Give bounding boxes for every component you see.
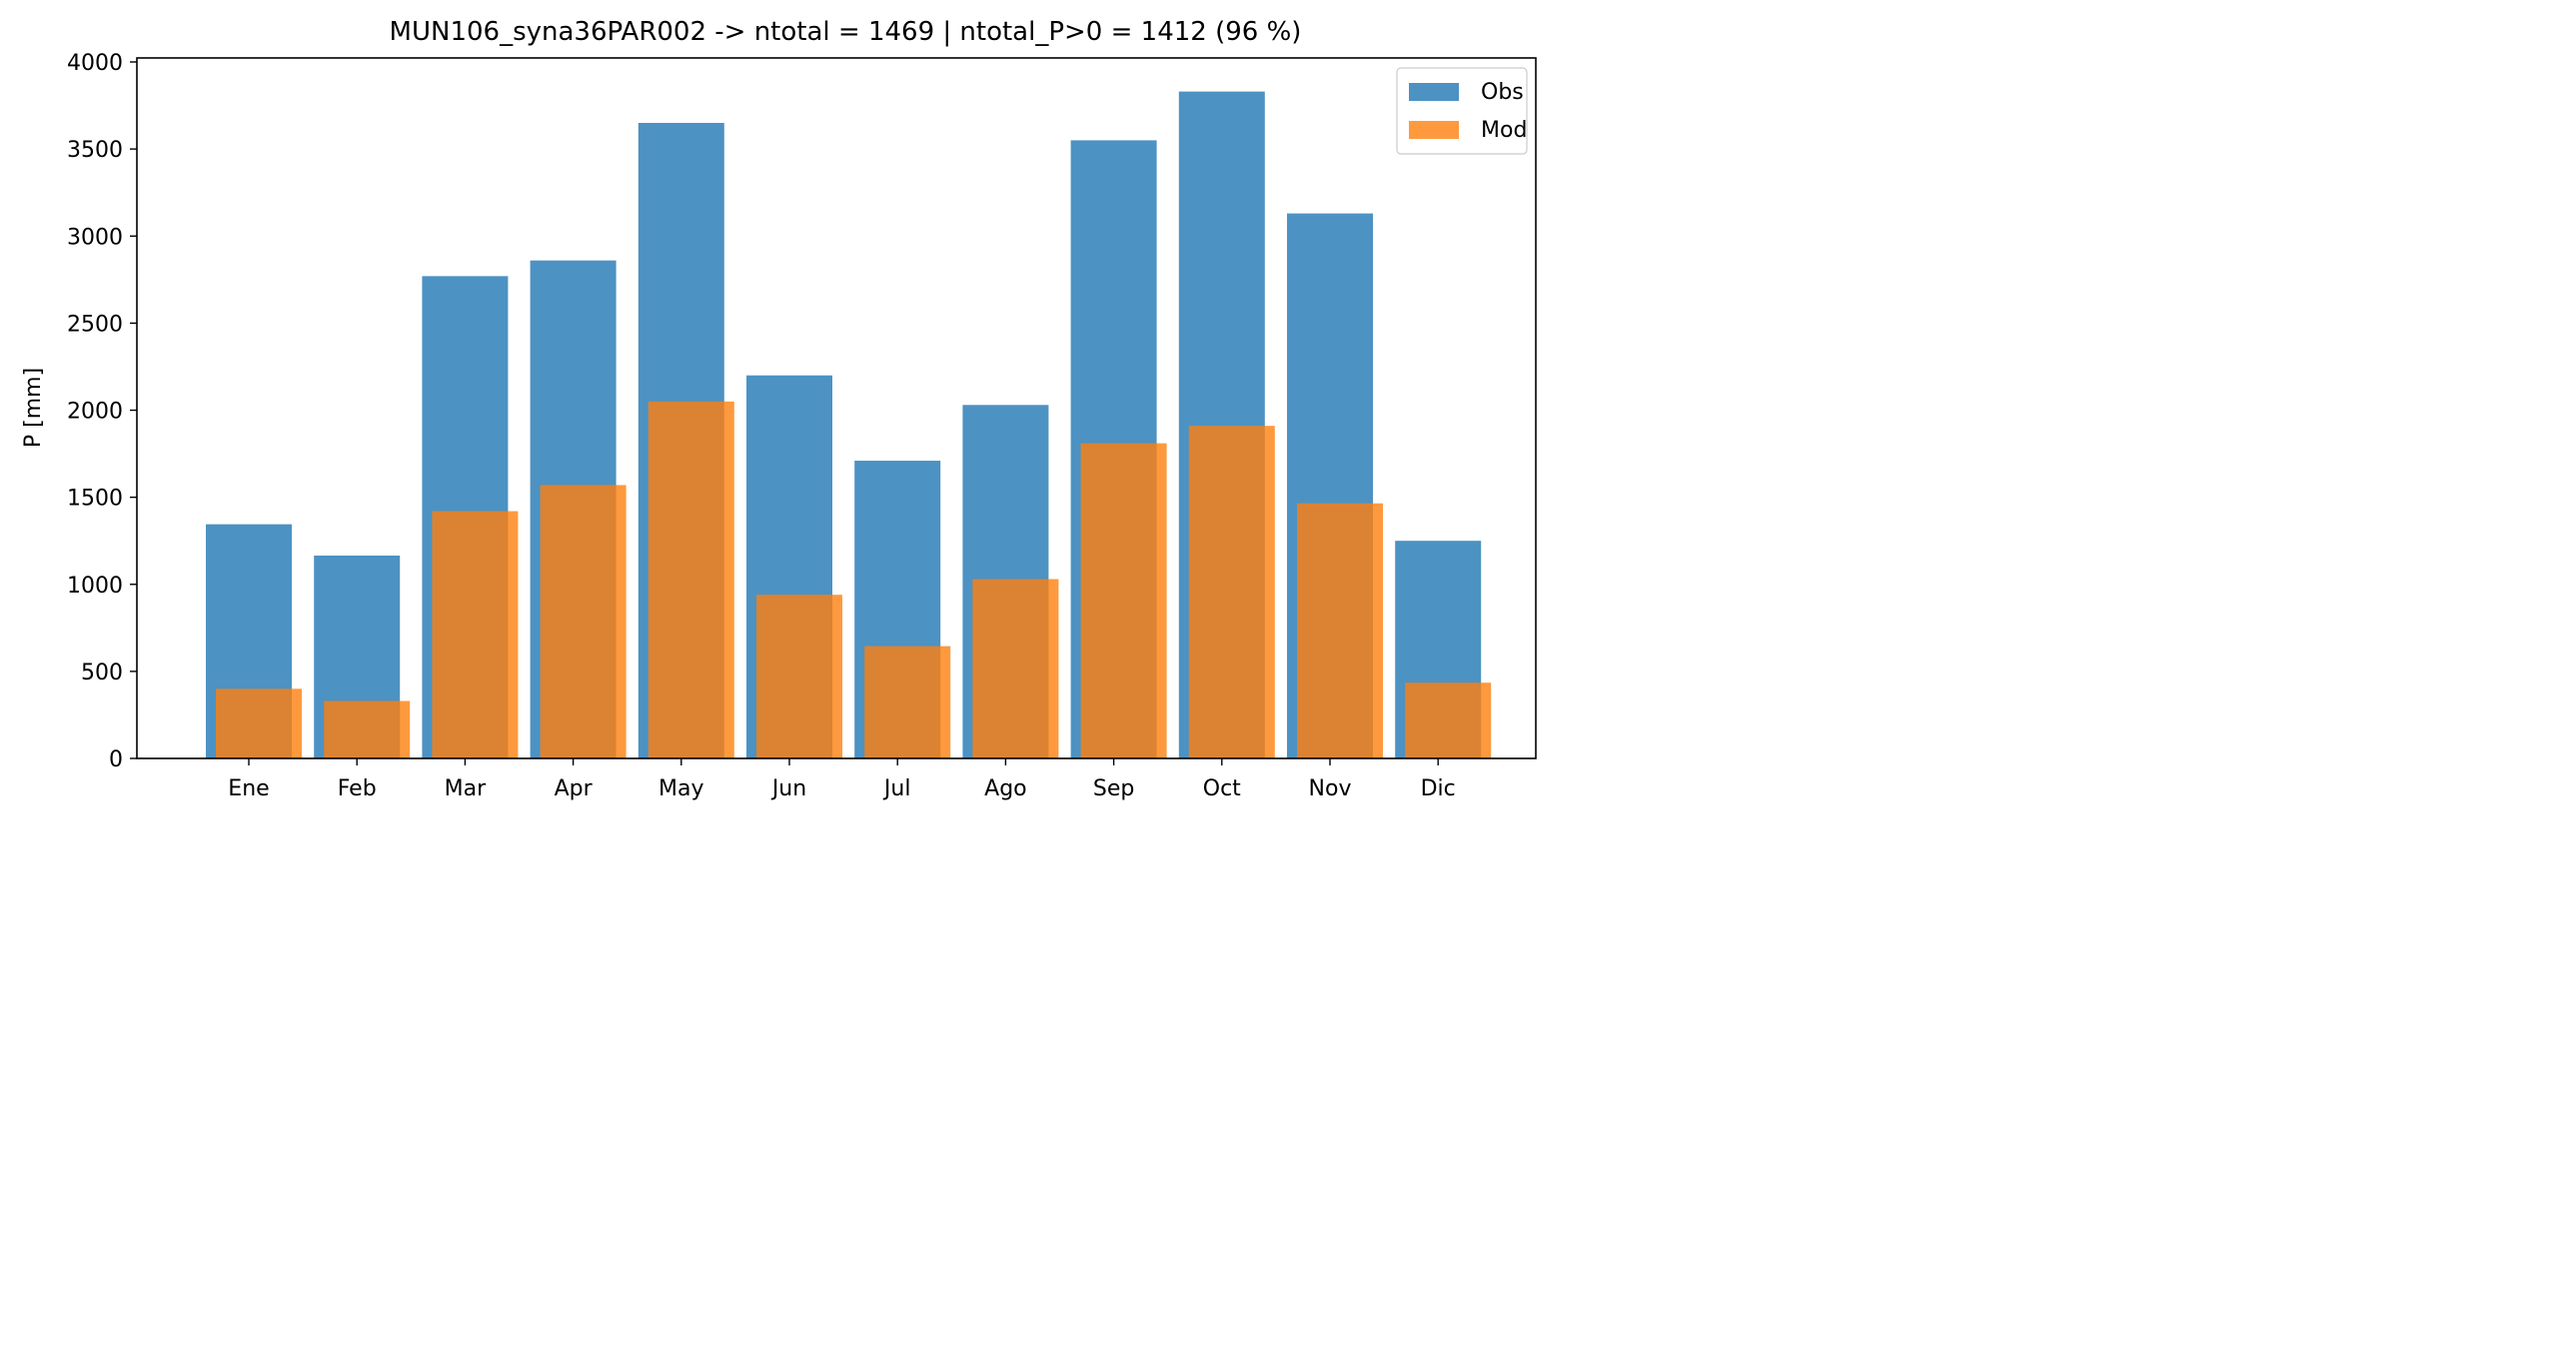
x-tick-label-sep: Sep [1093, 776, 1134, 801]
legend-swatch-mod [1409, 121, 1459, 139]
x-tick-label-jul: Jul [882, 776, 911, 801]
bar-mod-dic [1405, 682, 1492, 758]
y-tick-label: 0 [109, 747, 123, 772]
bar-mod-jun [756, 595, 842, 758]
y-tick-label: 2000 [67, 400, 123, 425]
y-tick-label: 2500 [67, 312, 123, 337]
plot-frame [136, 57, 1537, 759]
bar-mod-may [647, 401, 734, 758]
x-axis-ticks: Ene Feb Mar Apr May Jun Jul Ago Sep Oct Nov Dic [228, 758, 1456, 801]
bar-mod-mar [432, 511, 519, 758]
bar-mod-ene [216, 688, 302, 758]
y-tick-label: 500 [81, 661, 123, 685]
legend-label-mod: Mod [1481, 118, 1527, 143]
x-tick-label-oct: Oct [1203, 776, 1241, 801]
x-tick-label-jun: Jun [770, 776, 806, 801]
x-tick-label-feb: Feb [338, 776, 377, 801]
chart-title: MUN106_syna36PAR002 -> ntotal = 1469 | n… [390, 17, 1302, 47]
bar-mod-apr [540, 485, 627, 758]
x-tick-label-nov: Nov [1309, 776, 1352, 801]
legend: Obs Mod [1396, 67, 1528, 155]
x-tick-label-dic: Dic [1421, 776, 1456, 801]
y-tick-label: 4000 [67, 51, 123, 76]
y-axis-label: P [mm] [21, 368, 46, 448]
y-tick-label: 3000 [67, 225, 123, 250]
bars-group [206, 91, 1492, 759]
y-tick-label: 1500 [67, 487, 123, 512]
x-tick-label-may: May [658, 776, 703, 801]
legend-swatch-obs [1409, 83, 1459, 101]
y-axis-ticks: 0 500 1000 1500 2000 2500 3000 3500 4000 [67, 51, 137, 772]
bar-mod-jul [864, 646, 951, 758]
bar-mod-nov [1297, 503, 1383, 758]
x-tick-label-ene: Ene [228, 776, 269, 801]
x-tick-label-mar: Mar [445, 776, 487, 801]
bar-chart: MUN106_syna36PAR002 -> ntotal = 1469 | n… [21, 17, 1537, 801]
bar-mod-oct [1188, 426, 1275, 758]
y-tick-label: 3500 [67, 138, 123, 163]
x-tick-label-apr: Apr [555, 776, 594, 801]
bar-mod-sep [1080, 443, 1167, 758]
legend-label-obs: Obs [1481, 80, 1524, 105]
x-tick-label-ago: Ago [984, 776, 1026, 801]
bar-mod-ago [972, 579, 1059, 758]
y-tick-label: 1000 [67, 574, 123, 599]
bar-mod-feb [324, 700, 411, 758]
